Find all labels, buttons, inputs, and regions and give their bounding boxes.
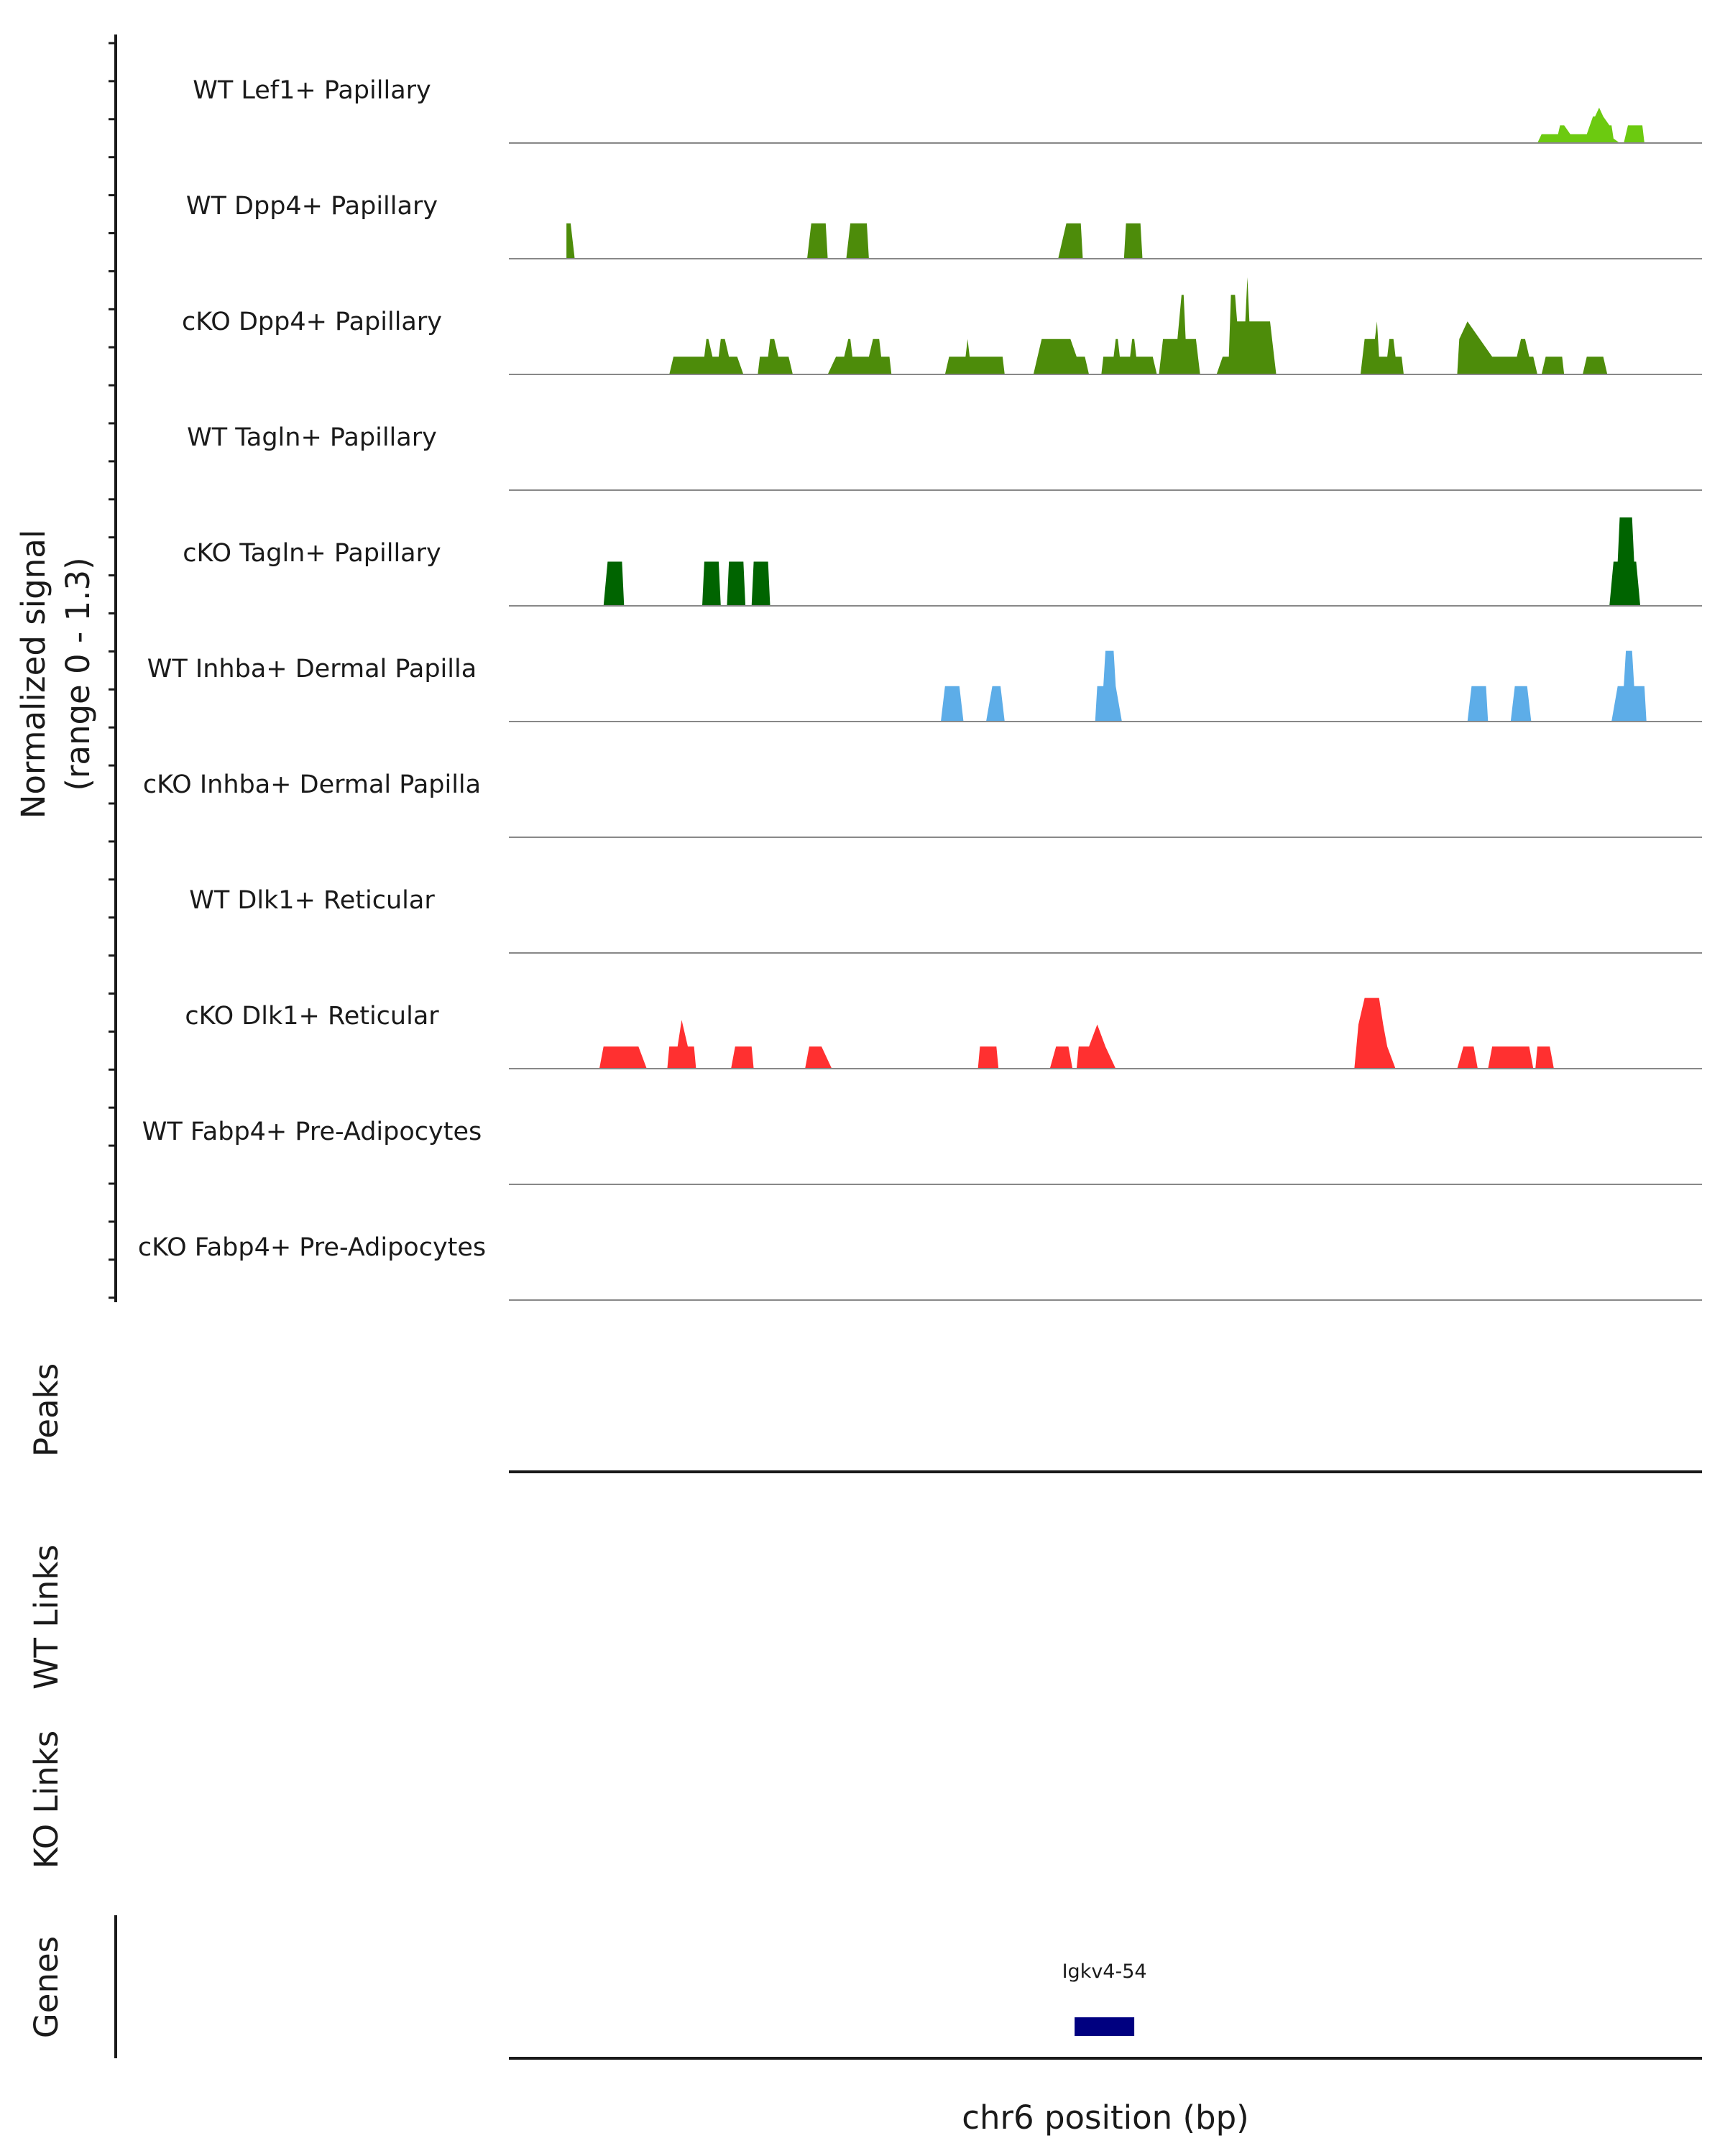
gene: Igkv4-54: [1062, 1961, 1147, 2036]
gene-label: Igkv4-54: [1062, 1961, 1147, 1983]
track-label: cKO Dlk1+ Reticular: [185, 1002, 439, 1031]
track-label: WT Dlk1+ Reticular: [189, 886, 435, 915]
track-9: cKO Dlk1+ Reticular: [185, 998, 1702, 1069]
track-signal-area: [603, 517, 1641, 606]
track-3: cKO Dpp4+ Papillary: [182, 277, 1702, 375]
track-8: WT Dlk1+ Reticular: [189, 886, 1702, 954]
coverage-y-title-line2: (range 0 - 1.3): [59, 557, 97, 791]
track-4: WT Tagln+ Papillary: [187, 423, 1702, 491]
track-label: cKO Dpp4+ Papillary: [182, 308, 442, 336]
gene-body: [1075, 2017, 1135, 2036]
track-label: WT Dpp4+ Papillary: [186, 192, 438, 221]
ko-links-label: KO Links: [27, 1731, 65, 1869]
track-signal-area: [941, 650, 1647, 722]
track-label: WT Inhba+ Dermal Papilla: [147, 655, 477, 683]
track-2: WT Dpp4+ Papillary: [186, 192, 1702, 259]
track-label: WT Tagln+ Papillary: [187, 423, 437, 452]
track-label: WT Fabp4+ Pre-Adipocytes: [142, 1118, 482, 1146]
track-1: WT Lef1+ Papillary: [193, 76, 1702, 144]
peaks-label: Peaks: [27, 1363, 65, 1457]
track-label: WT Lef1+ Papillary: [193, 76, 431, 105]
track-label: cKO Inhba+ Dermal Papilla: [143, 770, 481, 799]
track-label: cKO Fabp4+ Pre-Adipocytes: [138, 1233, 486, 1262]
track-11: cKO Fabp4+ Pre-Adipocytes: [138, 1233, 1702, 1301]
track-signal-area: [669, 277, 1608, 374]
track-signal-area: [1537, 107, 1644, 143]
track-signal-area: [599, 998, 1554, 1069]
track-label: cKO Tagln+ Papillary: [183, 539, 441, 568]
track-signal-area: [566, 223, 1143, 259]
coverage-y-title-line1: Normalized signal: [14, 530, 52, 819]
genes-label: Genes: [27, 1936, 65, 2038]
x-axis-title: chr6 position (bp): [962, 2099, 1249, 2137]
wt-links-label: WT Links: [27, 1544, 65, 1690]
coverage-tracks: WT Lef1+ Papillary WT Dpp4+ Papillary cKO …: [138, 76, 1702, 1301]
track-5: cKO Tagln+ Papillary: [183, 517, 1702, 607]
gene-annotations: Igkv4-54: [1062, 1961, 1147, 2036]
track-10: WT Fabp4+ Pre-Adipocytes: [142, 1118, 1702, 1185]
coverage-y-title: Normalized signal (range 0 - 1.3): [14, 530, 97, 819]
coverage-y-ticks: [109, 42, 116, 1299]
track-6: WT Inhba+ Dermal Papilla: [147, 650, 1702, 722]
track-7: cKO Inhba+ Dermal Papilla: [143, 770, 1702, 838]
